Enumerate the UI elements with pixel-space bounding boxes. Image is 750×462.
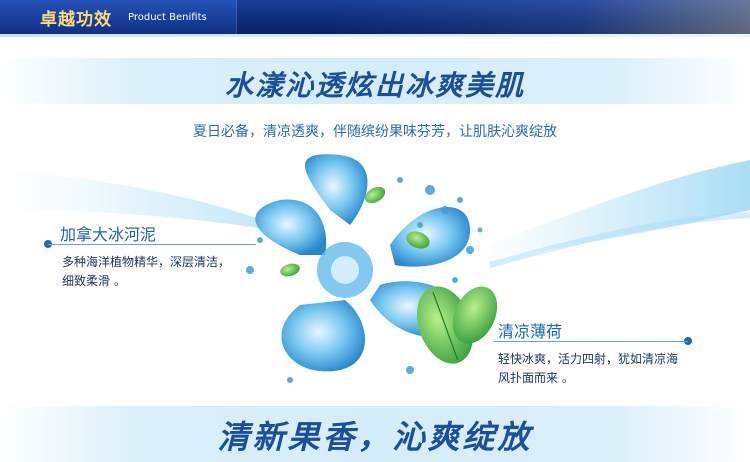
- page-headline: 水漾沁透炫出冰爽美肌: [224, 69, 525, 102]
- page-subtitle: 夏日必备，清凉透爽，伴随缤纷果味芬芳，让肌肤沁爽绽放: [193, 124, 557, 140]
- feature-glacier-mud-title: 加拿大冰河泥: [60, 225, 157, 244]
- header-tab: [0, 0, 237, 34]
- feature-mint-dot: [684, 337, 692, 345]
- header-title: 卓越功效: [40, 10, 112, 30]
- mint-leaves: [280, 186, 498, 364]
- section-header: 卓越功效 Product Benifits: [0, 0, 750, 34]
- headline-banner: [0, 58, 750, 104]
- water-flower-illustration: [0, 154, 750, 383]
- feature-mint-line: [494, 341, 688, 342]
- feature-mint-title: 清凉薄荷: [498, 322, 563, 341]
- header-subtitle: Product Benifits: [128, 12, 207, 23]
- feature-mint-desc: 轻快冰爽，活力四射，犹如清凉海风扑面而来 。: [498, 352, 679, 385]
- feature-glacier-mud-line: [48, 244, 256, 245]
- header-sheen: [330, 0, 750, 34]
- slogan: 清新果香，沁爽绽放: [217, 418, 533, 456]
- feature-glacier-mud-desc: 多种海洋植物精华，深层清洁，细致柔滑 。: [62, 255, 231, 288]
- header-divider: [0, 34, 750, 37]
- left-swoosh: [0, 170, 300, 235]
- water-droplets: [246, 177, 483, 383]
- right-swoosh: [470, 160, 750, 260]
- splash-petals: [255, 154, 470, 372]
- slogan-banner: [0, 406, 750, 462]
